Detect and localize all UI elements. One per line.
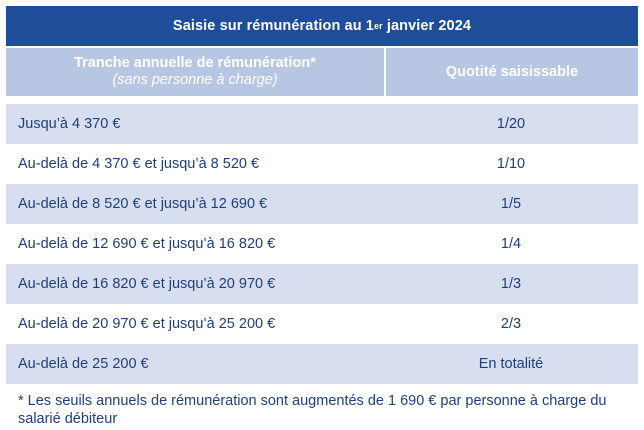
range-cell: Au-delà de 20 970 € et jusqu’à 25 200 €: [18, 316, 276, 332]
table-row: Jusqu’à 4 370 € 1/20: [6, 104, 638, 144]
quota-cell: 1/5: [500, 196, 522, 212]
range-cell: Au-delà de 8 520 € et jusqu’à 12 690 €: [18, 196, 268, 212]
column-header-range-label: Tranche annuelle de rémunération*: [74, 55, 316, 71]
quota-cell: 1/4: [500, 236, 522, 252]
table-row: Au-delà de 20 970 € et jusqu’à 25 200 € …: [6, 304, 638, 344]
quota-cell: 1/20: [496, 116, 526, 132]
range-cell: Au-delà de 25 200 €: [18, 356, 149, 372]
table-row: Au-delà de 12 690 € et jusqu’à 16 820 € …: [6, 224, 638, 264]
quota-cell: 1/3: [500, 276, 522, 292]
table-row: Au-delà de 25 200 € En totalité: [6, 344, 638, 384]
range-cell: Jusqu’à 4 370 €: [18, 116, 121, 132]
quota-cell: En totalité: [478, 356, 544, 372]
header-spacer: [6, 96, 638, 104]
quota-cell: 2/3: [500, 316, 522, 332]
table-row: Au-delà de 16 820 € et jusqu’à 20 970 € …: [6, 264, 638, 304]
table-row: Au-delà de 8 520 € et jusqu’à 12 690 € 1…: [6, 184, 638, 224]
garnishment-table: Saisie sur rémunération au 1 er janvier 2…: [6, 6, 638, 428]
table-title-text-end: janvier 2024: [382, 18, 472, 34]
column-header-quota: Quotité saisissable: [384, 48, 638, 96]
column-header-range-sublabel: (sans personne à charge): [112, 72, 278, 88]
range-cell: Au-delà de 12 690 € et jusqu’à 16 820 €: [18, 236, 276, 252]
table-title: Saisie sur rémunération au 1 er janvier 2…: [6, 6, 638, 46]
range-cell: Au-delà de 16 820 € et jusqu’à 20 970 €: [18, 276, 276, 292]
quota-cell: 1/10: [496, 156, 526, 172]
column-header-row: Tranche annuelle de rémunération* (sans …: [6, 46, 638, 96]
range-cell: Au-delà de 4 370 € et jusqu’à 8 520 €: [18, 156, 260, 172]
footnote: * Les seuils annuels de rémunération son…: [18, 393, 607, 427]
table-title-text: Saisie sur rémunération au 1: [172, 18, 374, 34]
table-row: Au-delà de 4 370 € et jusqu’à 8 520 € 1/…: [6, 144, 638, 184]
column-header-range: Tranche annuelle de rémunération* (sans …: [6, 48, 384, 96]
